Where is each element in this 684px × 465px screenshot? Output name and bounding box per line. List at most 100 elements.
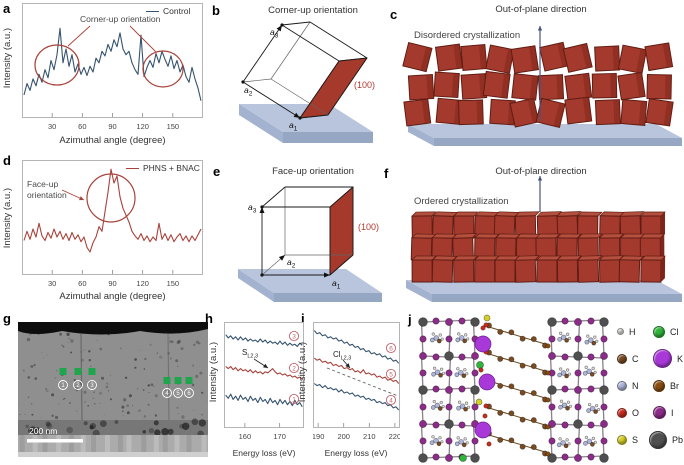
panel-d-legend: PHNS + BNAC (126, 163, 200, 173)
axis-label-a1: a1 (332, 278, 341, 291)
panel-letter-e: e (213, 164, 221, 179)
legend-label: N (632, 380, 639, 391)
svg-text:220: 220 (389, 432, 400, 441)
panel-h: Intensity (a.u.) 160 170 3 2 1 SL2,3 Energy … (204, 312, 304, 465)
legend-entry-Br: Br (653, 379, 679, 392)
svg-text:5: 5 (176, 391, 180, 397)
face-up-cube-diagram (238, 186, 382, 302)
axis-label-a3: a3 (270, 27, 279, 40)
axis-label-a1: a1 (289, 120, 298, 133)
svg-text:6: 6 (187, 391, 191, 397)
corner-up-cube-diagram (239, 21, 373, 143)
legend-entry-I: I (653, 406, 674, 419)
panel-a-annotation: Corner-up orientation (80, 14, 161, 24)
legend-label: K (676, 353, 683, 364)
face-100-label: (100) (354, 80, 376, 90)
panel-c: Out-of-plane direction Disordered crysta… (398, 0, 684, 152)
panel-d-ylabel: Intensity (a.u.) (2, 188, 13, 249)
panel-letter-h: h (205, 311, 213, 326)
crystal-structure-model (418, 314, 609, 463)
legend-label: H (629, 326, 636, 337)
panel-letter-f: f (384, 166, 389, 181)
panel-letter-c: c (390, 7, 398, 22)
panel-i-chart: 190 200 210 220 6 5 4 (313, 322, 400, 441)
legend-label: O (632, 407, 640, 418)
panel-d-annotation: Face-up orientation (27, 179, 67, 200)
legend-label: S (632, 434, 639, 445)
panel-e: Face-up orientation a3 a2 a1 (100) (228, 152, 398, 312)
panel-f-title: Out-of-plane direction (495, 166, 587, 177)
br-atom-swatch (653, 379, 665, 392)
panel-j: H Cl C K N Br O I S Pb (407, 312, 684, 465)
panel-h-xlabel: Energy loss (eV) (232, 448, 296, 458)
atom-legend: H Cl C K N Br O I S Pb (617, 318, 683, 453)
panel-letter-a: a (3, 1, 11, 16)
svg-text:90: 90 (108, 122, 116, 131)
cl-edge-label: ClL2,3 (333, 350, 352, 362)
axis-label-a3: a3 (248, 202, 257, 215)
legend-label: I (671, 407, 674, 418)
panel-a-ylabel: Intensity (a.u.) (2, 28, 13, 89)
svg-text:5: 5 (389, 371, 393, 378)
panel-b-title: Corner-up orientation (268, 5, 358, 16)
svg-text:150: 150 (167, 279, 180, 288)
panel-a-chart: 30 60 90 120 150 (22, 3, 203, 131)
i-atom-swatch (653, 406, 666, 419)
h-atom-swatch (617, 328, 624, 335)
panel-h-ylabel: Intensity (a.u.) (208, 342, 219, 403)
svg-text:60: 60 (78, 279, 86, 288)
panel-letter-j: j (408, 312, 412, 327)
n-atom-swatch (617, 380, 627, 391)
s-atom-swatch (617, 434, 627, 445)
legend-label: Pb (671, 434, 683, 445)
panel-i: Intensity (a.u.) 190 200 210 220 6 5 4 ClL2,3 … (295, 312, 407, 465)
svg-text:190: 190 (313, 432, 324, 441)
cl-atom-swatch (653, 325, 665, 338)
legend-entry-C: C (617, 353, 653, 364)
svg-text:4: 4 (165, 391, 169, 397)
svg-text:4: 4 (389, 397, 393, 404)
s-edge-label: SL2,3 (242, 348, 259, 360)
panel-letter-i: i (301, 311, 305, 326)
svg-text:1: 1 (61, 383, 65, 389)
panel-d-xlabel: Azimuthal angle (degree) (59, 291, 166, 302)
panel-a-xlabel: Azimuthal angle (degree) (59, 135, 166, 146)
legend-label: Cl (670, 326, 679, 337)
svg-text:2: 2 (292, 365, 296, 372)
svg-text:150: 150 (167, 122, 180, 131)
svg-text:210: 210 (363, 432, 376, 441)
axis-label-a2: a2 (287, 257, 296, 270)
panel-d: Intensity (a.u.) 30 60 90 120 150 PHNS + BNA… (0, 152, 232, 312)
panel-letter-g: g (3, 311, 11, 326)
legend-entry-O: O (617, 407, 653, 418)
panel-i-xlabel: Energy loss (eV) (324, 448, 388, 458)
legend-entry-H: H (617, 327, 653, 337)
face-100-label: (100) (358, 222, 380, 232)
panel-letter-b: b (212, 3, 220, 18)
panel-g: 1 2 3 4 5 6 200 nm (0, 312, 215, 465)
panel-a: Intensity (a.u.) 30 60 90 120 150 Control Co… (0, 0, 232, 152)
svg-text:1: 1 (292, 396, 296, 403)
k-atom-swatch (652, 349, 672, 368)
legend-entry-Pb: Pb (648, 430, 683, 449)
legend-line-swatch (146, 10, 159, 12)
svg-text:3: 3 (90, 383, 94, 389)
panel-f-label: Ordered crystallization (414, 196, 509, 207)
disordered-crystals-diagram (402, 26, 682, 146)
legend-entry-K: K (652, 349, 683, 368)
svg-text:160: 160 (239, 432, 252, 441)
panel-d-chart: 30 60 90 120 150 (22, 160, 203, 288)
ordered-crystals-diagram (406, 176, 682, 302)
svg-text:60: 60 (78, 122, 86, 131)
legend-entry-S: S (617, 434, 649, 445)
o-atom-swatch (617, 407, 627, 418)
svg-text:30: 30 (48, 279, 56, 288)
svg-text:2: 2 (76, 383, 80, 389)
axis-label-a2: a2 (244, 85, 253, 98)
svg-text:90: 90 (108, 279, 116, 288)
panel-a-legend: Control (146, 6, 190, 16)
legend-entry-N: N (617, 380, 653, 391)
panel-b: Corner-up orientation a3 a2 a1 (100) (228, 0, 398, 152)
panel-f: Out-of-plane direction Ordered crystalli… (398, 152, 684, 312)
